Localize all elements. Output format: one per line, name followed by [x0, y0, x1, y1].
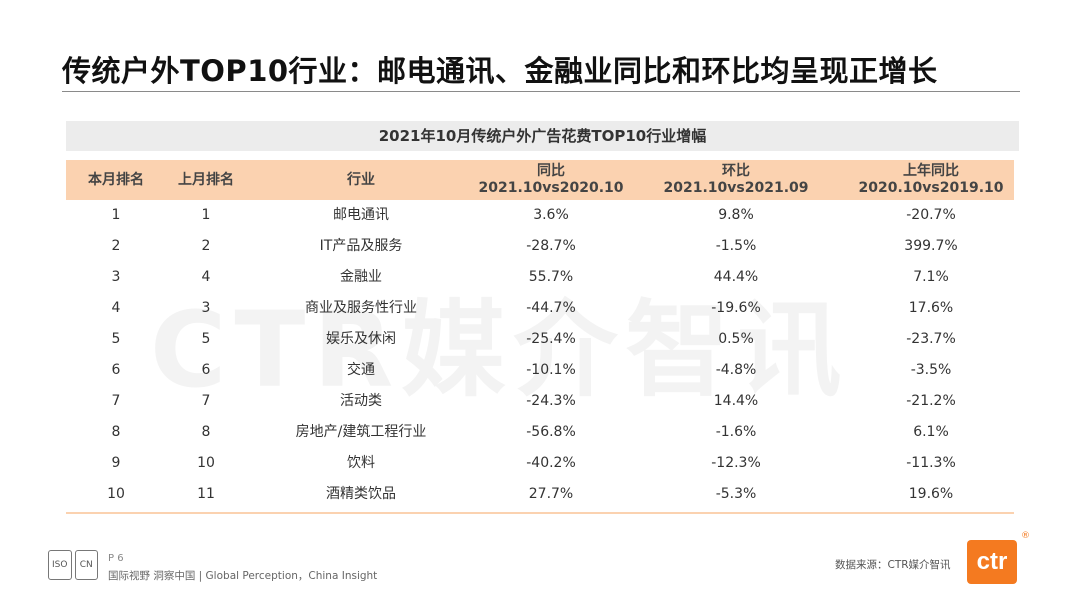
cell-industry: 娱乐及休闲 [326, 331, 396, 347]
cell-yoy: 27.7% [528, 486, 574, 502]
cell-last-rank: 3 [201, 300, 211, 316]
cell-industry: 活动类 [340, 393, 382, 409]
cell-mom: -1.6% [715, 424, 757, 440]
table-bottom-rule [66, 512, 1014, 514]
cell-industry: 交通 [347, 362, 375, 378]
cell-current-rank: 5 [111, 331, 121, 347]
table-row: 7 7 活动类 -24.3% 14.4% -21.2% [66, 386, 1014, 417]
cell-yoy: -25.4% [526, 331, 576, 347]
cell-current-rank: 3 [111, 269, 121, 285]
cell-current-rank: 6 [111, 362, 121, 378]
cell-last-rank: 10 [197, 455, 215, 471]
cell-industry: 金融业 [340, 269, 382, 285]
cell-yoy: -28.7% [526, 238, 576, 254]
slide-title: 传统户外TOP10行业：邮电通讯、金融业同比和环比均呈现正增长 [62, 54, 938, 88]
table-row: 5 5 娱乐及休闲 -25.4% 0.5% -23.7% [66, 324, 1014, 355]
cell-current-rank: 4 [111, 300, 121, 316]
cell-prev-year-yoy: 19.6% [908, 486, 954, 502]
cell-mom: -19.6% [711, 300, 761, 316]
cell-current-rank: 8 [111, 424, 121, 440]
cell-yoy: -24.3% [526, 393, 576, 409]
certification-badges: ISO CN [48, 550, 98, 582]
cell-mom: -4.8% [715, 362, 757, 378]
table-row: 10 11 酒精类饮品 27.7% -5.3% 19.6% [66, 479, 1014, 510]
cell-industry: 酒精类饮品 [326, 486, 396, 502]
cell-mom: -5.3% [715, 486, 757, 502]
cell-prev-year-yoy: -3.5% [910, 362, 952, 378]
header-current-rank: 本月排名 [88, 171, 144, 188]
footer-slogan: 国际视野 洞察中国 | Global Perception，China Insi… [108, 570, 378, 582]
cell-prev-year-yoy: -23.7% [906, 331, 956, 347]
cell-prev-year-yoy: 17.6% [908, 300, 954, 316]
registered-mark: ® [1021, 531, 1030, 541]
cell-prev-year-yoy: 7.1% [913, 269, 949, 285]
table-row: 6 6 交通 -10.1% -4.8% -3.5% [66, 355, 1014, 386]
cell-yoy: -10.1% [526, 362, 576, 378]
page-number: P 6 [108, 553, 124, 564]
cell-mom: 44.4% [713, 269, 759, 285]
table-row: 3 4 金融业 55.7% 44.4% 7.1% [66, 262, 1014, 293]
table-row: 1 1 邮电通讯 3.6% 9.8% -20.7% [66, 200, 1014, 231]
cell-yoy: -40.2% [526, 455, 576, 471]
table-row: 9 10 饮料 -40.2% -12.3% -11.3% [66, 448, 1014, 479]
cell-mom: 14.4% [713, 393, 759, 409]
cell-yoy: 3.6% [533, 207, 569, 223]
cell-industry: 商业及服务性行业 [305, 300, 417, 316]
table-header: 本月排名 上月排名 行业 同比 2021.10vs2020.10 环比 2021… [66, 160, 1014, 200]
quality-mark-icon: CN [74, 550, 98, 580]
cell-last-rank: 4 [201, 269, 211, 285]
cell-current-rank: 7 [111, 393, 121, 409]
cell-last-rank: 8 [201, 424, 211, 440]
cell-industry: 房地产/建筑工程行业 [295, 424, 427, 440]
cell-industry: IT产品及服务 [319, 238, 403, 254]
cell-prev-year-yoy: 399.7% [904, 238, 958, 254]
cell-mom: -12.3% [711, 455, 761, 471]
header-prev-year-yoy: 上年同比 2020.10vs2019.10 [858, 163, 1004, 196]
watermark: CTR媒介智讯 [150, 289, 850, 411]
cell-current-rank: 2 [111, 238, 121, 254]
cell-yoy: -56.8% [526, 424, 576, 440]
table-row: 8 8 房地产/建筑工程行业 -56.8% -1.6% 6.1% [66, 417, 1014, 448]
ctr-logo: ctr [967, 540, 1017, 584]
cell-industry: 饮料 [347, 455, 375, 471]
table-caption: 2021年10月传统户外广告花费TOP10行业增幅 [66, 121, 1019, 151]
table-body: 1 1 邮电通讯 3.6% 9.8% -20.7% 2 2 IT产品及服务 -2… [66, 200, 1014, 510]
cell-last-rank: 2 [201, 238, 211, 254]
header-mom: 环比 2021.10vs2021.09 [663, 163, 809, 196]
cell-current-rank: 10 [107, 486, 125, 502]
table-row: 2 2 IT产品及服务 -28.7% -1.5% 399.7% [66, 231, 1014, 262]
cell-current-rank: 9 [111, 455, 121, 471]
cell-last-rank: 11 [197, 486, 215, 502]
cell-prev-year-yoy: -21.2% [906, 393, 956, 409]
cell-yoy: -44.7% [526, 300, 576, 316]
certification-icon: ISO [48, 550, 72, 580]
cell-last-rank: 7 [201, 393, 211, 409]
cell-last-rank: 5 [201, 331, 211, 347]
header-last-rank: 上月排名 [178, 171, 234, 188]
cell-prev-year-yoy: -20.7% [906, 207, 956, 223]
cell-prev-year-yoy: 6.1% [913, 424, 949, 440]
cell-yoy: 55.7% [528, 269, 574, 285]
cell-current-rank: 1 [111, 207, 121, 223]
header-yoy: 同比 2021.10vs2020.10 [478, 163, 624, 196]
cell-mom: 0.5% [718, 331, 754, 347]
cell-mom: -1.5% [715, 238, 757, 254]
cell-industry: 邮电通讯 [333, 207, 389, 223]
header-industry: 行业 [347, 171, 375, 188]
cell-prev-year-yoy: -11.3% [906, 455, 956, 471]
cell-last-rank: 1 [201, 207, 211, 223]
title-divider [62, 91, 1020, 92]
table-row: 4 3 商业及服务性行业 -44.7% -19.6% 17.6% [66, 293, 1014, 324]
cell-last-rank: 6 [201, 362, 211, 378]
cell-mom: 9.8% [718, 207, 754, 223]
data-source: 数据来源：CTR媒介智讯 [835, 559, 951, 571]
